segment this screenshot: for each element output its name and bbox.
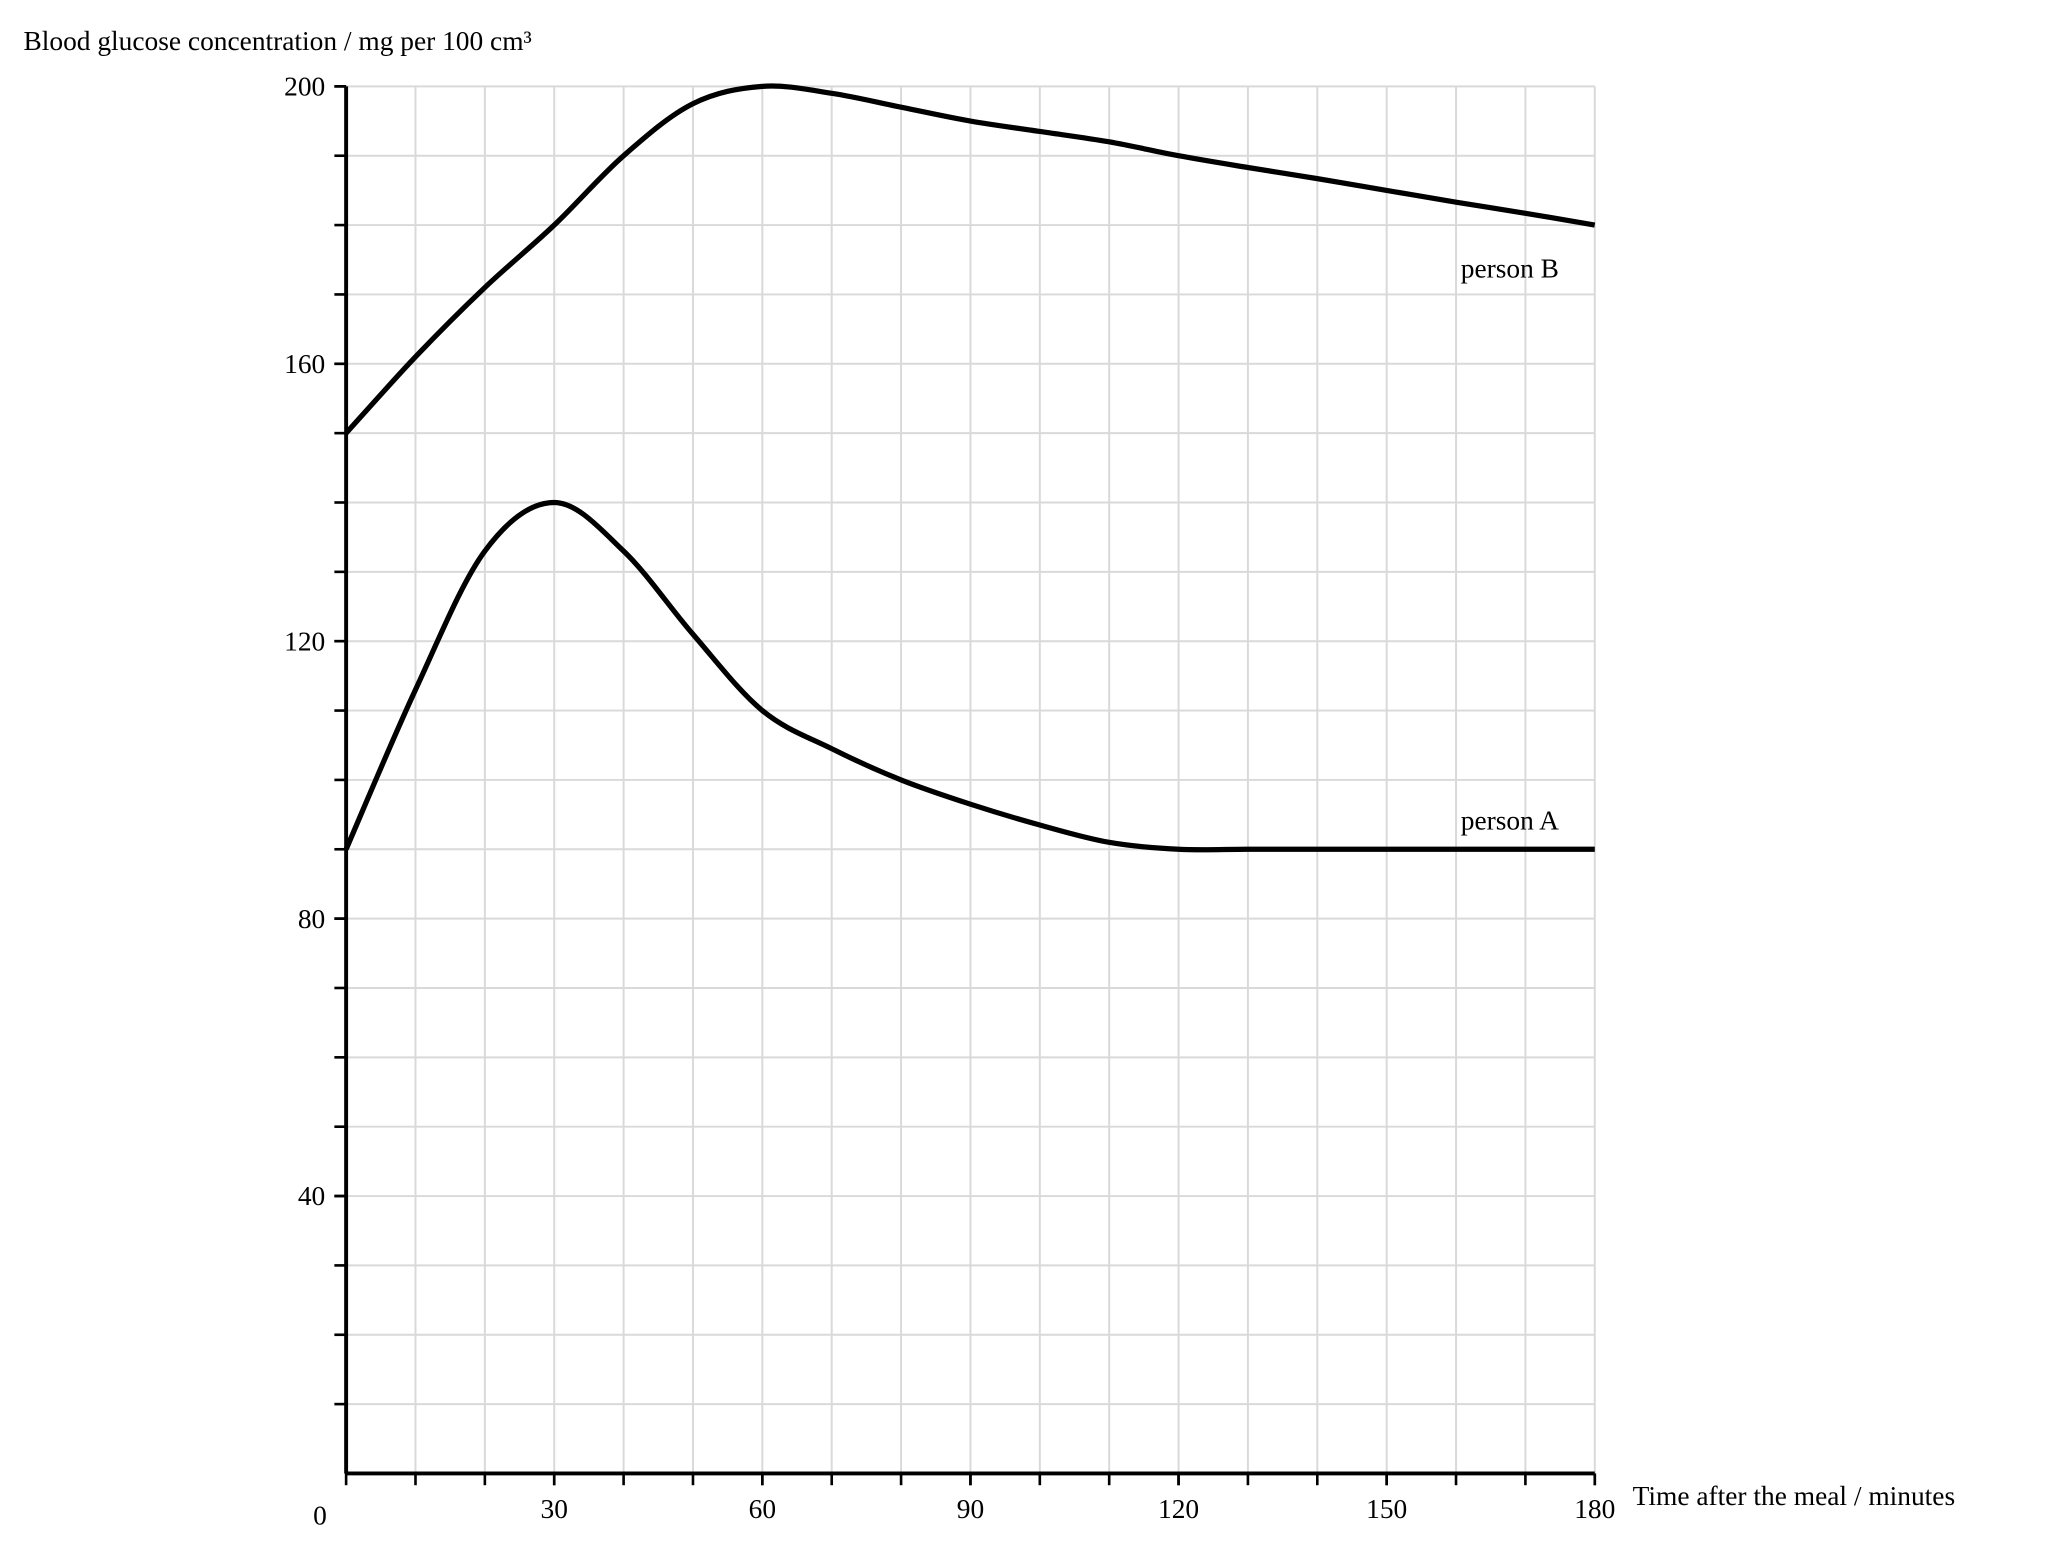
y-axis-label: Blood glucose concentration / mg per 100… (24, 26, 532, 56)
x-tick-label: 180 (1574, 1494, 1615, 1524)
y-tick-label: 80 (298, 904, 325, 934)
x-tick-label: 60 (749, 1494, 776, 1524)
series-line (344, 83, 1596, 435)
x-tick-label: 0 (313, 1500, 327, 1530)
series-label: person A (1461, 806, 1559, 836)
y-tick-label: 200 (284, 72, 325, 102)
series-line (343, 499, 1595, 853)
y-tick-label: 120 (284, 626, 325, 656)
x-tick-label: 90 (957, 1494, 984, 1524)
y-tick-label: 40 (298, 1181, 325, 1211)
y-tick-label: 160 (284, 349, 325, 379)
x-tick-label: 150 (1366, 1494, 1407, 1524)
x-tick-label: 120 (1158, 1494, 1199, 1524)
x-tick-label: 30 (541, 1494, 568, 1524)
series-label: person B (1461, 253, 1559, 283)
x-axis-label: Time after the meal / minutes (1633, 1481, 1955, 1511)
